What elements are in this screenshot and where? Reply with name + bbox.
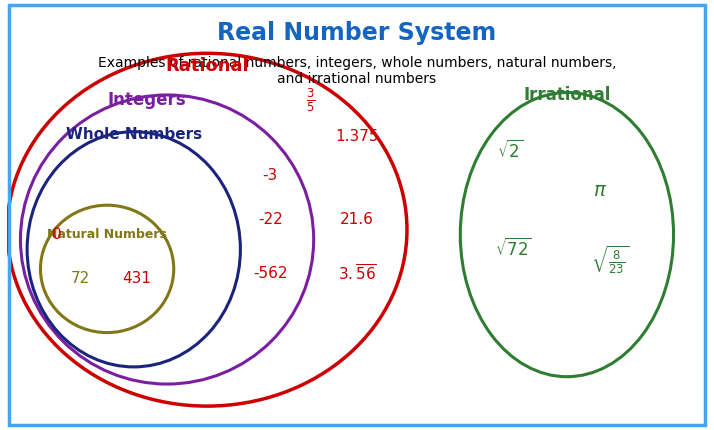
Text: 72: 72 — [71, 271, 90, 286]
Text: -22: -22 — [258, 212, 283, 227]
Text: -3: -3 — [263, 168, 278, 183]
Text: Irrational: Irrational — [523, 86, 610, 104]
Text: Rational: Rational — [165, 57, 249, 74]
Text: 21.6: 21.6 — [340, 212, 374, 227]
Text: Whole Numbers: Whole Numbers — [66, 127, 202, 141]
Text: $3.\overline{56}$: $3.\overline{56}$ — [338, 264, 376, 284]
Text: 0: 0 — [52, 227, 62, 242]
Text: $\sqrt{\frac{8}{23}}$: $\sqrt{\frac{8}{23}}$ — [591, 243, 629, 276]
Text: Integers: Integers — [108, 91, 186, 109]
Text: 1.375: 1.375 — [336, 129, 378, 144]
Text: Real Number System: Real Number System — [217, 22, 497, 46]
Text: 431: 431 — [123, 271, 151, 286]
Text: -562: -562 — [253, 266, 288, 281]
Text: $\frac{3}{5}$: $\frac{3}{5}$ — [306, 86, 315, 114]
Text: $\sqrt{72}$: $\sqrt{72}$ — [495, 238, 532, 260]
Text: Natural Numbers: Natural Numbers — [47, 228, 167, 241]
Text: $\sqrt{2}$: $\sqrt{2}$ — [497, 140, 523, 163]
Text: $\pi$: $\pi$ — [593, 181, 607, 200]
Text: Examples of rational numbers, integers, whole numbers, natural numbers,
and irra: Examples of rational numbers, integers, … — [98, 56, 616, 86]
